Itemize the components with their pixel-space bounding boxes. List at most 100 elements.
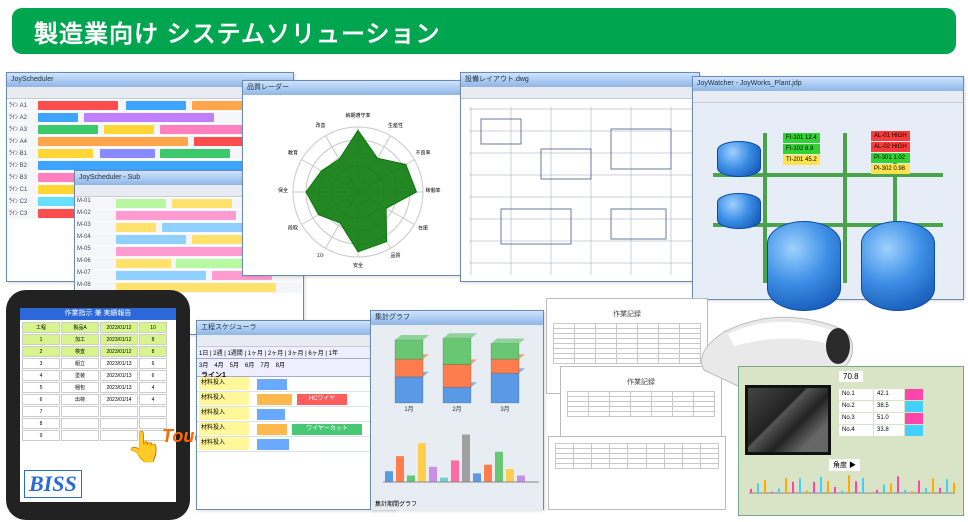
gantt-bar[interactable] xyxy=(116,211,236,220)
tablet-device[interactable]: 作業指示 兼 実績報告 工程製品A2023/01/12101加工2023/01/… xyxy=(6,290,190,520)
window-titlebar[interactable]: 工程スケジューラ xyxy=(197,321,395,335)
tablet-cell[interactable] xyxy=(139,406,167,417)
gantt-bar[interactable] xyxy=(116,199,166,208)
gantt-bar[interactable] xyxy=(38,101,118,110)
tablet-cell[interactable]: 8 xyxy=(22,418,60,429)
tablet-cell[interactable]: 2023/01/12 xyxy=(100,346,138,357)
hmi-row-swatch xyxy=(905,413,923,424)
gantt2-bar[interactable] xyxy=(257,379,287,390)
gantt-bar[interactable] xyxy=(160,149,230,158)
tablet-cell[interactable]: 4 xyxy=(22,370,60,381)
touch-hand-icon: 👆 xyxy=(126,430,163,465)
process-scheduler-window[interactable]: 工程スケジューラ 1日 | 2週 | 1週間 | 1ヶ月 | 2ヶ月 | 3ヶ月… xyxy=(196,320,396,510)
svg-text:2月: 2月 xyxy=(452,406,461,413)
window-titlebar[interactable]: 品質レーダー xyxy=(243,81,471,95)
radar-window[interactable]: 品質レーダー 納期遵守率生産性不良率稼働率在庫品質安全ｺｽﾄ段取保全教育改善 xyxy=(242,80,472,276)
track-label: M-08 xyxy=(77,282,91,288)
tank[interactable] xyxy=(717,141,761,177)
tablet-cell[interactable]: 6 xyxy=(139,358,167,369)
gantt2-bar[interactable] xyxy=(257,409,285,420)
svg-text:3月: 3月 xyxy=(500,406,509,413)
tablet-screen[interactable]: 作業指示 兼 実績報告 工程製品A2023/01/12101加工2023/01/… xyxy=(20,308,176,502)
tablet-cell[interactable]: 6 xyxy=(139,370,167,381)
tablet-cell[interactable]: 5 xyxy=(22,382,60,393)
tablet-cell[interactable]: 塗装 xyxy=(61,370,99,381)
cad-window[interactable]: 設備レイアウト.dwg xyxy=(460,72,700,282)
camera-view xyxy=(745,385,831,455)
tank[interactable] xyxy=(717,193,761,229)
tablet-cell[interactable]: 2023/01/13 xyxy=(100,358,138,369)
tank[interactable] xyxy=(861,221,935,311)
tablet-cell[interactable] xyxy=(61,418,99,429)
tablet-cell[interactable]: 4 xyxy=(139,382,167,393)
gantt-bar[interactable] xyxy=(104,125,154,134)
gantt-bar[interactable] xyxy=(172,199,232,208)
svg-text:保全: 保全 xyxy=(278,187,288,194)
gantt2-bar[interactable] xyxy=(257,394,292,405)
tablet-cell[interactable]: 2023/01/12 xyxy=(100,322,138,333)
gantt2-bar[interactable] xyxy=(257,439,289,450)
title-banner: 製造業向け システムソリューション xyxy=(12,8,956,54)
gantt-bar[interactable] xyxy=(38,149,93,158)
tank[interactable] xyxy=(767,221,841,311)
charts-window[interactable]: 集計グラフ 1月2月3月 集計期間グラフ xyxy=(370,310,544,510)
tablet-cell[interactable]: 7 xyxy=(22,406,60,417)
hmi-window[interactable]: 70.8 No.142.1No.238.5No.351.0No.433.8 角度… xyxy=(738,366,964,516)
scada-window[interactable]: JoyWatcher - JoyWorks_Plant.jdp FI-101 1… xyxy=(692,76,964,300)
gantt-bar[interactable] xyxy=(38,161,248,170)
tablet-cell[interactable]: 2023/01/13 xyxy=(100,370,138,381)
tablet-cell[interactable]: 加工 xyxy=(61,334,99,345)
tablet-cell[interactable] xyxy=(100,406,138,417)
gantt2-bar[interactable]: HCワイヤ xyxy=(297,394,347,405)
gantt-bar[interactable] xyxy=(116,235,186,244)
tablet-cell[interactable]: 組立 xyxy=(61,358,99,369)
window-toolbar[interactable] xyxy=(197,335,395,347)
tablet-cell[interactable]: 2023/01/14 xyxy=(100,394,138,405)
tablet-cell[interactable]: 10 xyxy=(139,322,167,333)
tablet-cell[interactable]: 2023/01/12 xyxy=(100,334,138,345)
tablet-cell[interactable]: 製品A xyxy=(61,322,99,333)
tablet-cell[interactable] xyxy=(61,406,99,417)
radar-chart: 納期遵守率生産性不良率稼働率在庫品質安全ｺｽﾄ段取保全教育改善 xyxy=(243,101,471,283)
gantt-bar[interactable] xyxy=(100,149,155,158)
status-row: FI-101 12.4 xyxy=(783,133,820,143)
tablet-cell[interactable]: 9 xyxy=(22,430,60,441)
hmi-row-label: No.2 xyxy=(839,401,873,412)
gantt2-bar[interactable] xyxy=(257,424,287,435)
gantt-bar[interactable] xyxy=(38,197,78,206)
tablet-cell[interactable]: 出荷 xyxy=(61,394,99,405)
tablet-cell[interactable]: 工程 xyxy=(22,322,60,333)
svg-text:1月: 1月 xyxy=(404,406,413,413)
gantt-bar[interactable] xyxy=(116,223,156,232)
tablet-cell[interactable]: 2023/01/13 xyxy=(100,382,138,393)
gantt-bar[interactable] xyxy=(116,259,171,268)
tablet-cell[interactable]: 1 xyxy=(22,334,60,345)
hmi-row-value: 38.5 xyxy=(874,401,904,412)
window-titlebar[interactable]: JoyWatcher - JoyWorks_Plant.jdp xyxy=(693,77,963,91)
tablet-cell[interactable]: 3 xyxy=(22,358,60,369)
window-toolbar[interactable] xyxy=(461,87,699,99)
tablet-cell[interactable]: 6 xyxy=(22,394,60,405)
tablet-cell[interactable]: 4 xyxy=(139,394,167,405)
window-titlebar[interactable]: 設備レイアウト.dwg xyxy=(461,73,699,87)
gantt2-bar[interactable]: ワイヤーカット xyxy=(292,424,362,435)
gantt-bar[interactable] xyxy=(38,137,188,146)
track-label: ﾗｲﾝ A2 xyxy=(9,112,27,121)
gantt-bar[interactable] xyxy=(116,271,206,280)
window-toolbar[interactable] xyxy=(693,91,963,103)
tablet-cell[interactable]: 検査 xyxy=(61,346,99,357)
gantt-bar[interactable] xyxy=(38,113,78,122)
tablet-header: 作業指示 兼 実績報告 xyxy=(20,308,176,320)
gantt-bar[interactable] xyxy=(38,125,98,134)
tablet-table[interactable]: 工程製品A2023/01/12101加工2023/01/1282検査2023/0… xyxy=(20,320,176,443)
window-titlebar[interactable]: 集計グラフ xyxy=(371,311,543,325)
gantt-bar[interactable] xyxy=(126,101,186,110)
gantt-bar[interactable] xyxy=(84,113,214,122)
tablet-cell[interactable]: 梱包 xyxy=(61,382,99,393)
tablet-cell[interactable]: 8 xyxy=(139,346,167,357)
tablet-cell[interactable]: 8 xyxy=(139,334,167,345)
tablet-cell[interactable]: 2 xyxy=(22,346,60,357)
scada-canvas[interactable]: FI-101 12.4FI-102 8.9TI-201 45.2AL-01 HI… xyxy=(693,103,963,301)
tablet-cell[interactable] xyxy=(100,418,138,429)
tablet-cell[interactable] xyxy=(61,430,99,441)
